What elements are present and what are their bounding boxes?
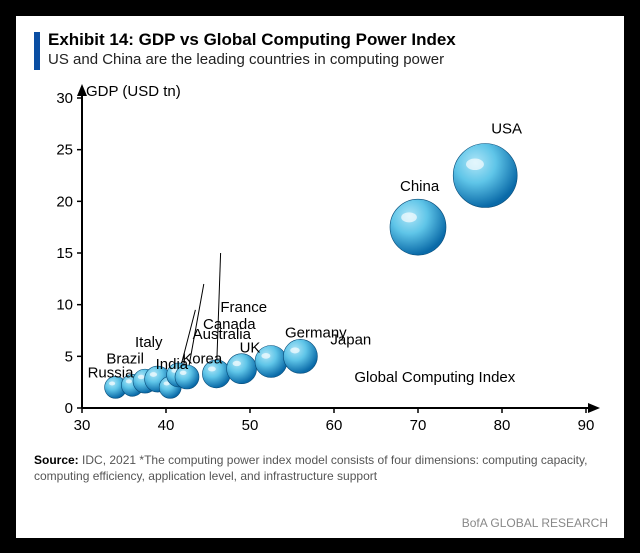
svg-text:UK: UK xyxy=(240,339,261,356)
svg-text:France: France xyxy=(220,298,267,315)
svg-text:80: 80 xyxy=(494,417,511,434)
exhibit-title: Exhibit 14: GDP vs Global Computing Powe… xyxy=(48,30,456,50)
svg-text:Brazil: Brazil xyxy=(106,350,144,367)
svg-text:40: 40 xyxy=(158,417,175,434)
svg-text:0: 0 xyxy=(65,400,73,417)
source-text: IDC, 2021 *The computing power index mod… xyxy=(34,453,587,483)
title-row: Exhibit 14: GDP vs Global Computing Powe… xyxy=(34,30,606,70)
svg-text:30: 30 xyxy=(74,417,91,434)
source-label: Source: xyxy=(34,453,79,467)
svg-text:Global Computing Index: Global Computing Index xyxy=(354,369,515,386)
bubble-china xyxy=(390,199,446,255)
svg-text:70: 70 xyxy=(410,417,427,434)
svg-text:5: 5 xyxy=(65,348,73,365)
svg-text:50: 50 xyxy=(242,417,259,434)
outer-frame: Exhibit 14: GDP vs Global Computing Powe… xyxy=(0,0,640,553)
chart-card: Exhibit 14: GDP vs Global Computing Powe… xyxy=(16,16,624,538)
title-block: Exhibit 14: GDP vs Global Computing Powe… xyxy=(48,30,456,68)
svg-text:90: 90 xyxy=(578,417,595,434)
exhibit-subtitle: US and China are the leading countries i… xyxy=(48,51,456,68)
svg-text:10: 10 xyxy=(56,296,73,313)
svg-text:Japan: Japan xyxy=(330,331,371,348)
svg-text:Korea: Korea xyxy=(182,350,223,367)
bubble-chart: 30 40 50 60 70 80 90 0 5 10 15 20 25 30 GDP (USD tn) Gl… xyxy=(34,78,606,448)
accent-bar xyxy=(34,32,40,70)
svg-text:30: 30 xyxy=(56,90,73,107)
svg-text:25: 25 xyxy=(56,141,73,158)
svg-text:15: 15 xyxy=(56,245,73,262)
svg-text:USA: USA xyxy=(491,120,522,137)
bubble-usa xyxy=(453,143,517,207)
credit-label: BofA GLOBAL RESEARCH xyxy=(462,516,608,530)
svg-text:Canada: Canada xyxy=(203,316,256,333)
svg-text:China: China xyxy=(400,178,440,195)
svg-text:60: 60 xyxy=(326,417,343,434)
svg-text:Italy: Italy xyxy=(135,334,163,351)
source-block: Source: IDC, 2021 *The computing power i… xyxy=(34,452,606,484)
bubble-uk xyxy=(227,353,257,383)
chart-area: 30 40 50 60 70 80 90 0 5 10 15 20 25 30 GDP (USD tn) Gl… xyxy=(34,78,606,448)
svg-text:20: 20 xyxy=(56,193,73,210)
svg-text:GDP (USD tn): GDP (USD tn) xyxy=(86,83,181,100)
bubble-japan xyxy=(283,339,317,373)
